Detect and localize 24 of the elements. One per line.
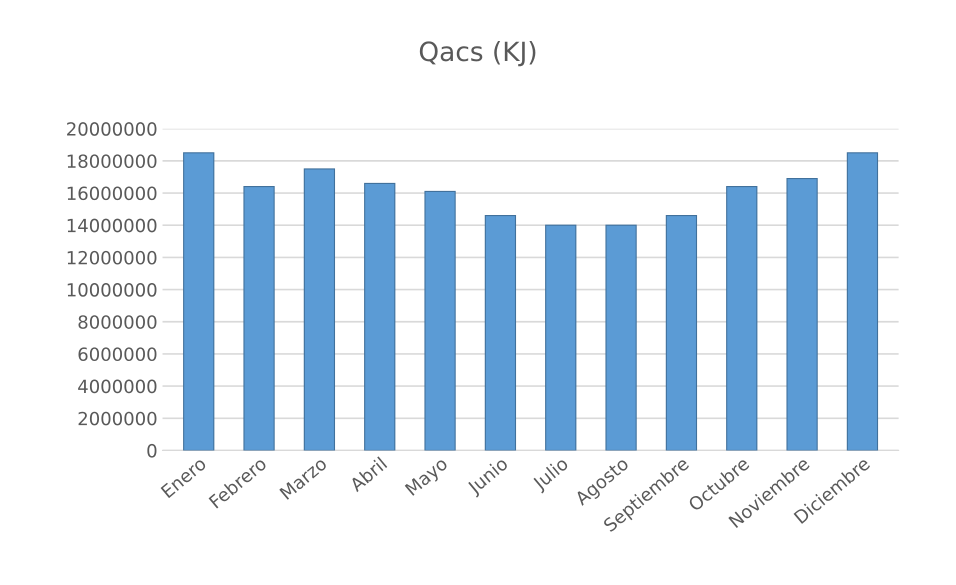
y-tick-label: 8000000	[78, 315, 156, 329]
y-tick-label: 20000000	[67, 122, 156, 136]
bar	[726, 186, 758, 450]
bar	[484, 215, 516, 450]
y-tick-label: 2000000	[78, 412, 156, 426]
y-tick-label: 18000000	[68, 154, 156, 168]
bar	[183, 152, 214, 450]
bar	[545, 224, 576, 450]
y-tick-label: 16000000	[68, 186, 156, 200]
y-tick-label: 12000000	[68, 250, 156, 265]
bar	[605, 224, 637, 450]
chart-title: Qacs (KJ)	[420, 40, 536, 66]
y-tick-label: 6000000	[78, 347, 156, 362]
bar	[424, 190, 456, 450]
y-tick-label: 4000000	[78, 380, 156, 394]
bar	[666, 215, 698, 450]
y-tick-label: 14000000	[68, 218, 156, 232]
bar	[243, 186, 275, 450]
bar	[846, 152, 878, 450]
bar	[304, 168, 336, 450]
bar	[786, 178, 818, 450]
y-tick-label: 0	[147, 444, 156, 458]
y-tick-label: 10000000	[68, 283, 156, 297]
bar	[364, 182, 396, 450]
